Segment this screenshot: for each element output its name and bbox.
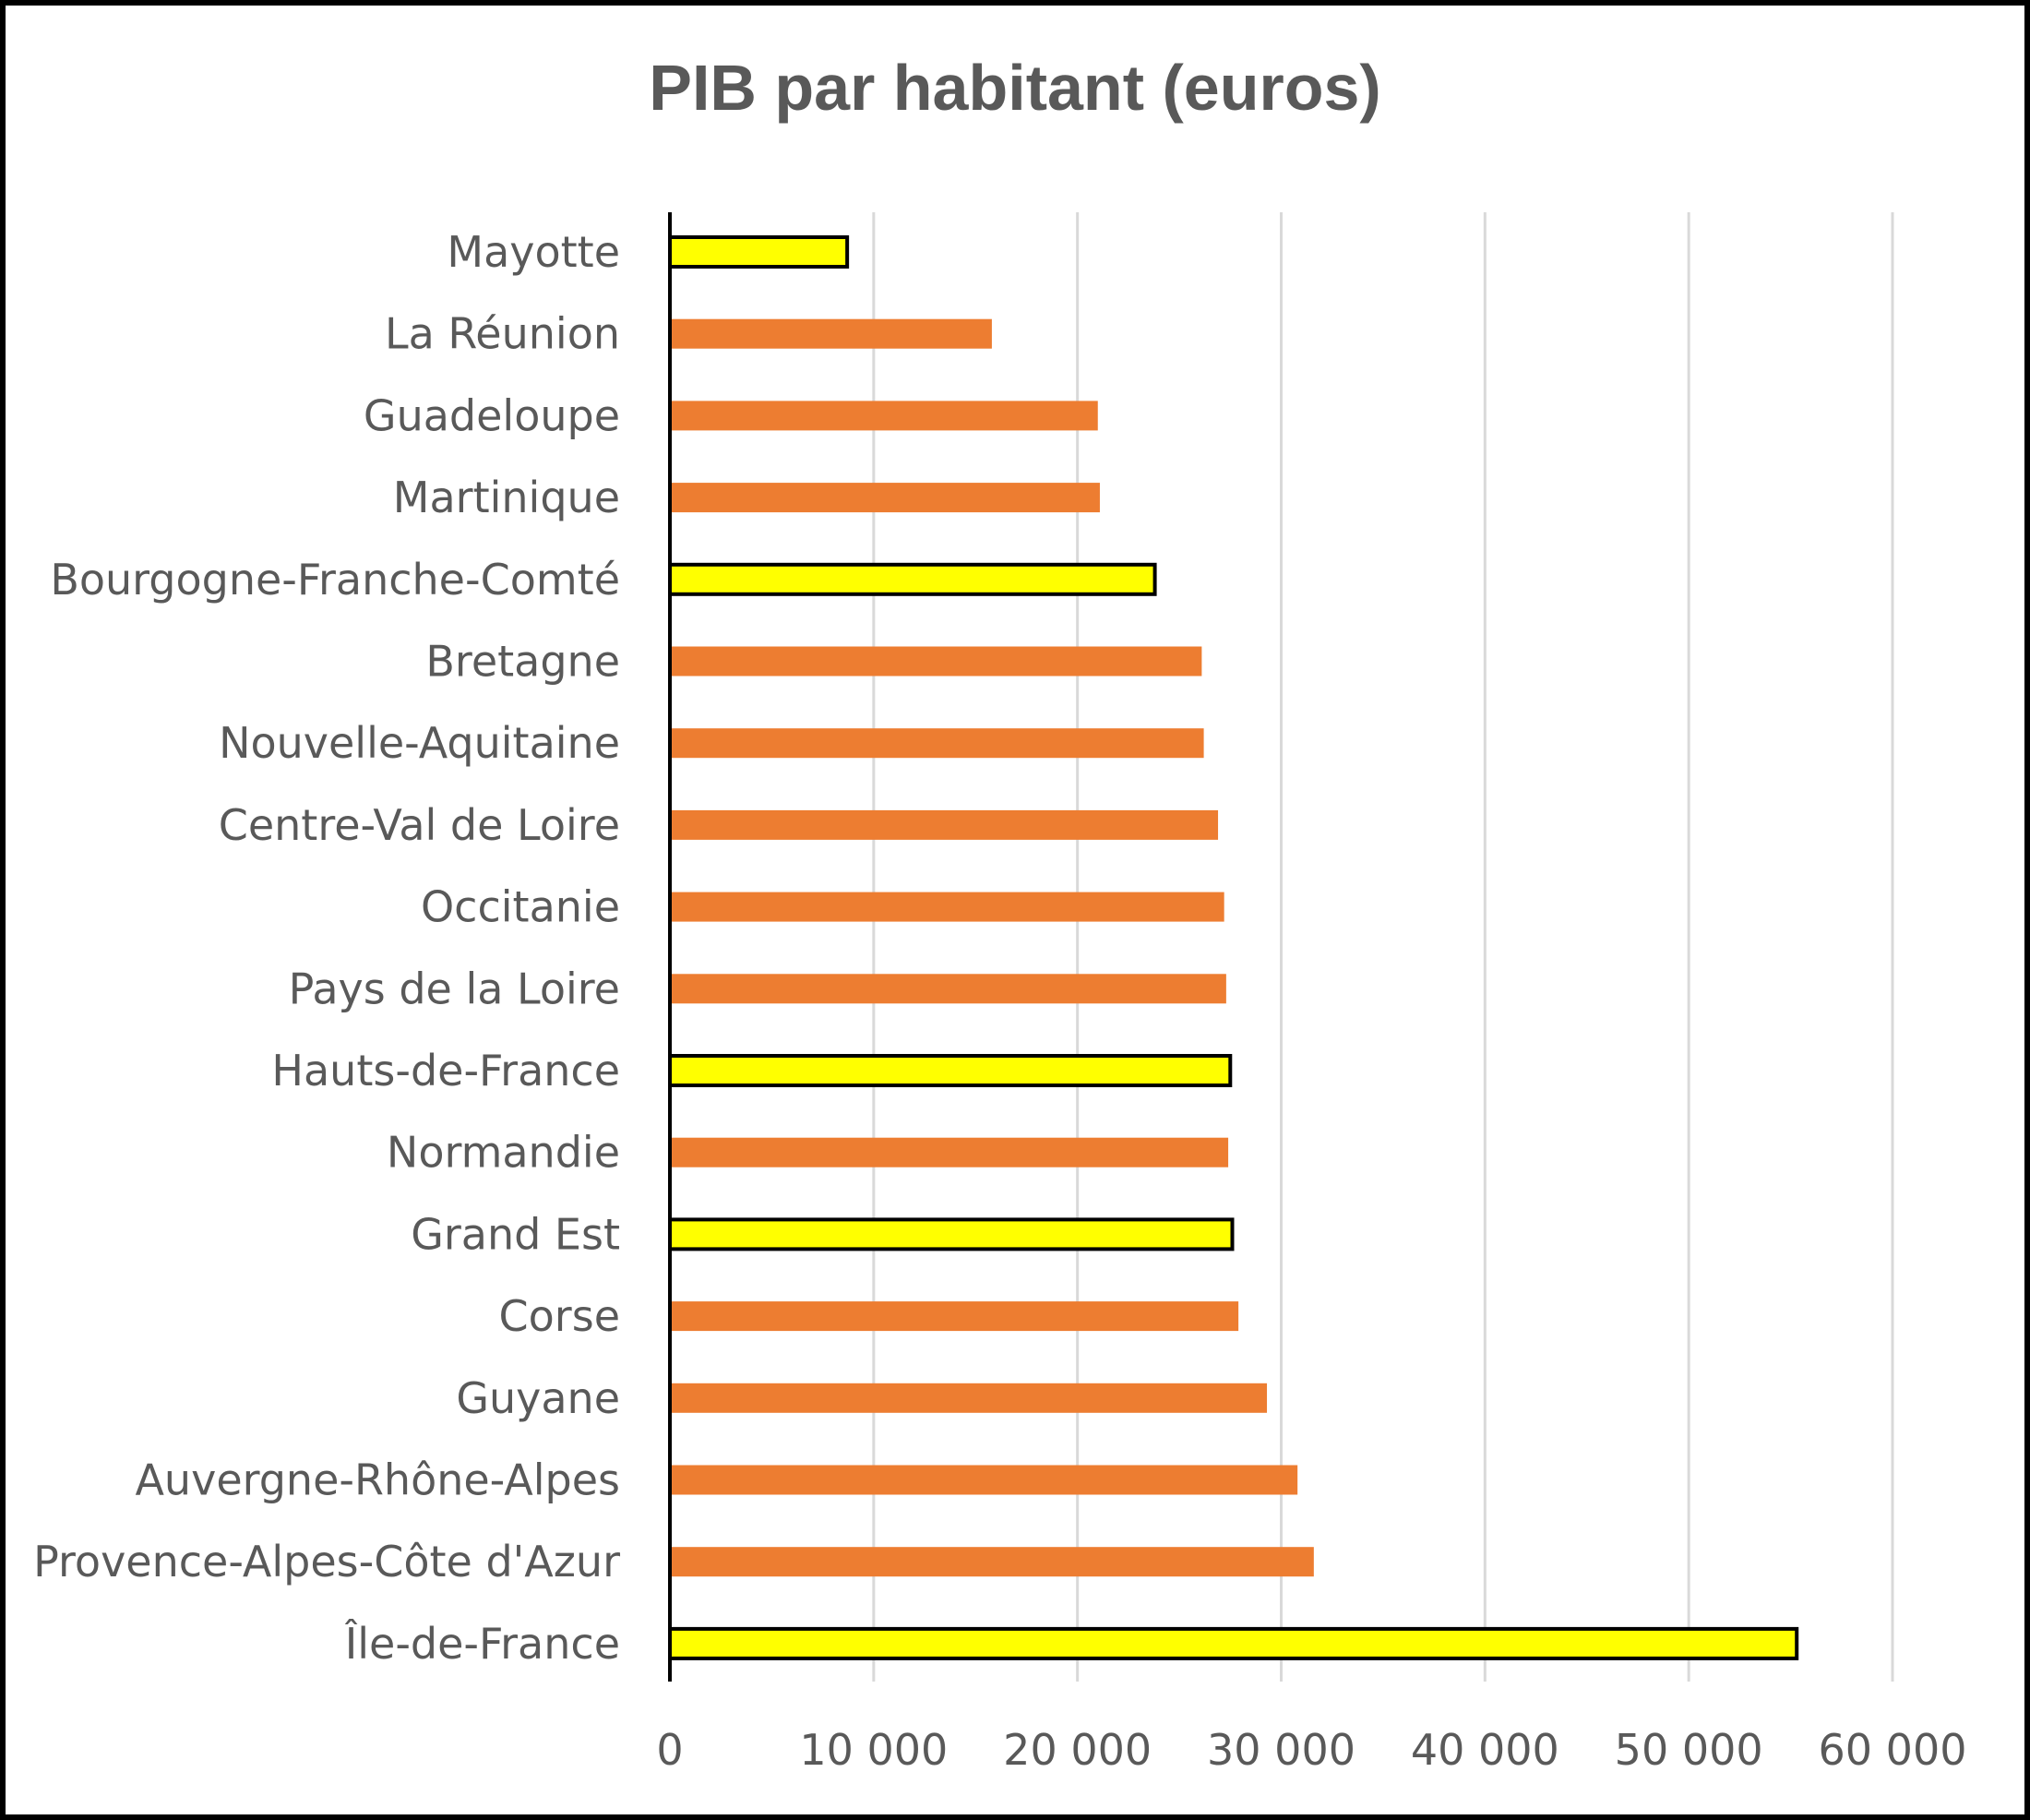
gridlines (872, 212, 1894, 1682)
x-tick-label-40000: 40 000 (1411, 1725, 1559, 1775)
bar-nouvelle-aquitaine (670, 728, 1204, 759)
x-tick-label-0: 0 (656, 1725, 683, 1775)
category-label-guadeloupe: Guadeloupe (364, 390, 620, 440)
category-label-la-reunion: La Réunion (385, 309, 620, 359)
category-label-guyane: Guyane (456, 1373, 620, 1423)
category-label-mayotte: Mayotte (447, 227, 620, 277)
x-tick-label-10000: 10 000 (799, 1725, 948, 1775)
category-labels: Mayotte La Réunion Guadeloupe Martinique Bou… (33, 227, 620, 1669)
bar-bretagne (670, 646, 1202, 677)
category-label-pays-de-la-loire: Pays de la Loire (289, 964, 620, 1013)
category-label-provence-alpes-cote-d-azur: Provence-Alpes-Côte d'Azur (33, 1537, 620, 1587)
bar-auvergne-rhone-alpes (670, 1465, 1298, 1495)
category-label-ile-de-france: Île-de-France (344, 1619, 620, 1669)
category-label-bretagne: Bretagne (425, 637, 620, 687)
bar-hauts-de-france (668, 1054, 1233, 1087)
bar-guadeloupe (670, 401, 1098, 431)
category-label-auvergne-rhone-alpes: Auvergne-Rhône-Alpes (135, 1455, 620, 1505)
bar-bourgogne-franche-comte (668, 562, 1157, 596)
x-tick-label-50000: 50 000 (1615, 1725, 1763, 1775)
category-label-normandie: Normandie (387, 1128, 620, 1178)
category-label-hauts-de-france: Hauts-de-France (271, 1046, 620, 1096)
bars (668, 235, 1799, 1660)
bar-normandie (670, 1137, 1229, 1167)
bar-ile-de-france (668, 1626, 1799, 1660)
bar-occitanie (670, 892, 1224, 922)
category-label-martinique: Martinique (393, 473, 620, 522)
bar-corse (670, 1301, 1239, 1332)
x-tick-label-30000: 30 000 (1207, 1725, 1355, 1775)
chart-title: PIB par habitant (euros) (649, 52, 1381, 124)
tick-labels: 0 10 000 20 000 30 000 40 000 50 000 60 000 (656, 1725, 1966, 1775)
bar-provence-alpes-cote-d-azur (670, 1547, 1314, 1577)
category-label-centre-val-de-loire: Centre-Val de Loire (219, 800, 620, 850)
bar-pays-de-la-loire (670, 974, 1226, 1004)
category-label-bourgogne-franche-comte: Bourgogne-Franche-Comté (50, 555, 620, 605)
bar-la-reunion (670, 318, 992, 349)
category-label-nouvelle-aquitaine: Nouvelle-Aquitaine (219, 718, 620, 768)
x-tick-label-20000: 20 000 (1003, 1725, 1152, 1775)
x-tick-label-60000: 60 000 (1819, 1725, 1967, 1775)
bar-martinique (670, 483, 1100, 513)
bar-mayotte (668, 235, 850, 269)
bar-centre-val-de-loire (670, 809, 1219, 840)
bar-grand-est (668, 1217, 1235, 1251)
bar-guyane (670, 1383, 1268, 1413)
category-label-occitanie: Occitanie (421, 882, 620, 932)
category-label-corse: Corse (499, 1291, 620, 1341)
category-label-grand-est: Grand Est (411, 1209, 620, 1259)
